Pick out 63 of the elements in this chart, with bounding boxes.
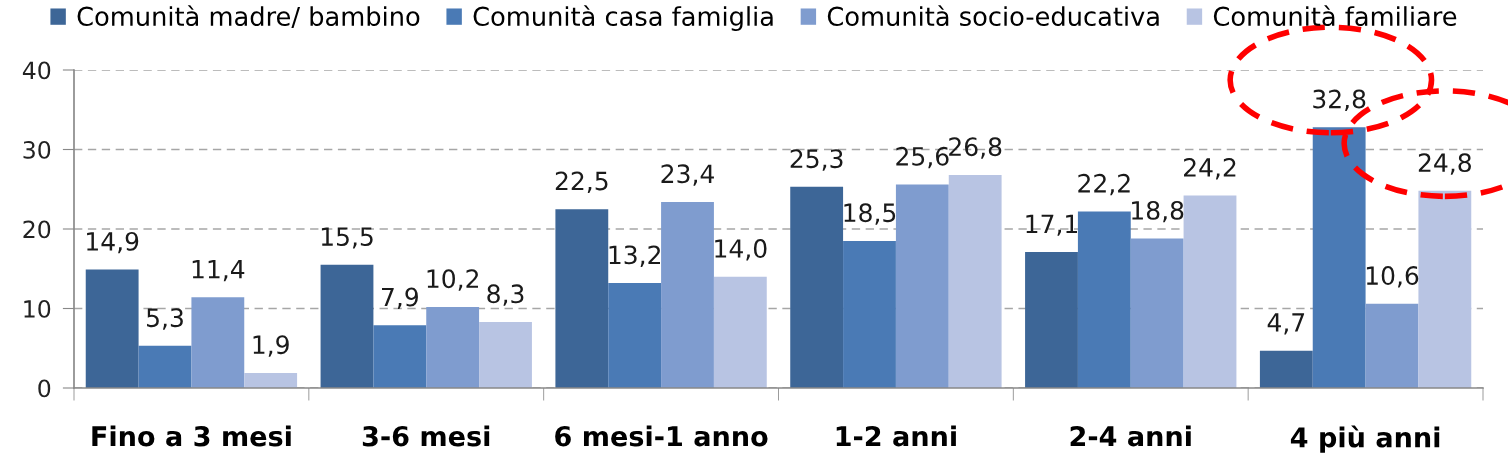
x-tick-label: 3-6 mesi	[362, 425, 490, 447]
data-label: 14,0	[715, 239, 767, 261]
x-tick-label: 1-2 anni	[836, 425, 956, 447]
data-label: 10,2	[427, 269, 478, 291]
bar	[661, 201, 714, 388]
data-label: 17,1	[1026, 214, 1078, 236]
data-label: 1,9	[253, 335, 289, 357]
y-tick-label: 0	[38, 379, 51, 398]
y-tick-label: 40	[22, 61, 51, 80]
legend-label: Comunità familiare	[1213, 5, 1457, 27]
data-label: 7,9	[382, 287, 418, 310]
data-label: 24,8	[1418, 153, 1471, 175]
bar	[479, 322, 532, 388]
legend-label: Comunità madre/ bambino	[77, 5, 420, 29]
bar	[895, 184, 949, 388]
legend-label: Comunità socio-educativa	[827, 5, 1159, 27]
data-label: 4,7	[1267, 313, 1305, 335]
y-tick-label: 10	[24, 299, 51, 318]
data-label: 25,6	[896, 146, 949, 169]
y-tick-label: 30	[23, 140, 51, 159]
data-label: 15,5	[321, 227, 373, 249]
bar	[843, 240, 896, 388]
bar	[1183, 195, 1237, 388]
data-label: 10,6	[1366, 266, 1419, 288]
legend-label: Comunità casa famiglia	[473, 5, 773, 32]
data-label: 22,5	[555, 171, 608, 193]
data-label: 11,4	[192, 260, 245, 282]
data-label: 26,8	[949, 137, 1002, 159]
x-tick-label: 6 mesi-1 anno	[555, 425, 768, 447]
bar	[790, 186, 844, 388]
bar	[1130, 238, 1184, 388]
y-tick-label: 20	[23, 220, 51, 239]
data-label: 14,9	[87, 231, 139, 254]
bar	[191, 297, 245, 388]
bar	[948, 174, 1002, 388]
bar	[426, 306, 480, 388]
bar	[320, 264, 374, 388]
data-label: 18,5	[844, 203, 896, 225]
bar	[608, 283, 662, 388]
bar	[85, 269, 139, 388]
data-label: 32,8	[1313, 89, 1366, 112]
bar	[1077, 211, 1131, 388]
data-label: 13,2	[609, 245, 660, 267]
bar	[244, 372, 298, 388]
bar	[373, 325, 427, 388]
bar	[1025, 252, 1078, 388]
data-label: 25,3	[790, 149, 843, 171]
data-label: 8,3	[487, 284, 524, 306]
bar	[1418, 190, 1472, 388]
x-tick-label: 4 più anni	[1290, 425, 1440, 453]
bar	[1365, 303, 1419, 388]
bar	[1312, 127, 1366, 388]
data-label: 18,8	[1132, 200, 1184, 223]
data-label: 22,2	[1078, 173, 1130, 196]
bar	[1259, 350, 1313, 388]
x-tick-label: Fino a 3 mesi	[92, 425, 291, 447]
bar	[713, 276, 767, 388]
bar	[138, 345, 192, 388]
data-label: 24,2	[1184, 157, 1236, 180]
data-label: 5,3	[147, 308, 183, 330]
x-tick-label: 2-4 anni	[1070, 425, 1191, 447]
data-label: 23,4	[661, 164, 714, 186]
bar	[555, 209, 609, 388]
